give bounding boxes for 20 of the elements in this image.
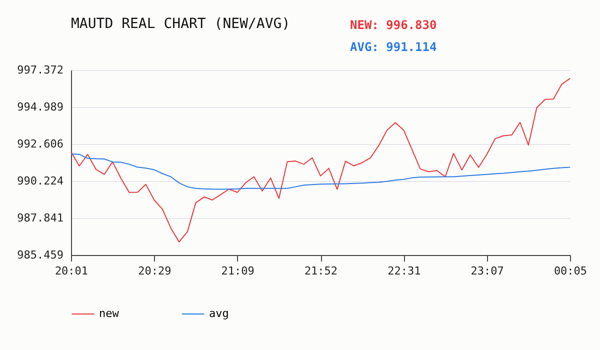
chart-title: MAUTD REAL CHART (NEW/AVG) (71, 16, 290, 32)
y-tick-label: 985.459 (17, 248, 64, 262)
x-tick-label: 20:29 (138, 264, 172, 278)
x-tick-label: 21:52 (304, 264, 338, 278)
y-tick-label: 990.224 (17, 174, 64, 188)
text: AVG: 991.114 (350, 40, 437, 54)
x-tick-label: 22:31 (388, 264, 421, 278)
x-tick-label: 20:01 (54, 264, 88, 278)
line-series (70, 154, 570, 190)
y-tick-label: 994.989 (17, 100, 64, 114)
x-tick-label: 00:05 (554, 264, 588, 278)
y-tick-label: 987.841 (17, 212, 64, 225)
x-tick-label: 21:09 (221, 264, 254, 278)
legend-label: new (99, 307, 120, 320)
text: NEW: 996.830 (350, 18, 437, 32)
y-tick-label: 997.372 (17, 64, 64, 76)
y-tick-label: 992.606 (17, 138, 64, 151)
legend-label: avg (209, 307, 229, 320)
line-series (70, 78, 570, 242)
x-tick-label: 23:07 (470, 264, 504, 278)
